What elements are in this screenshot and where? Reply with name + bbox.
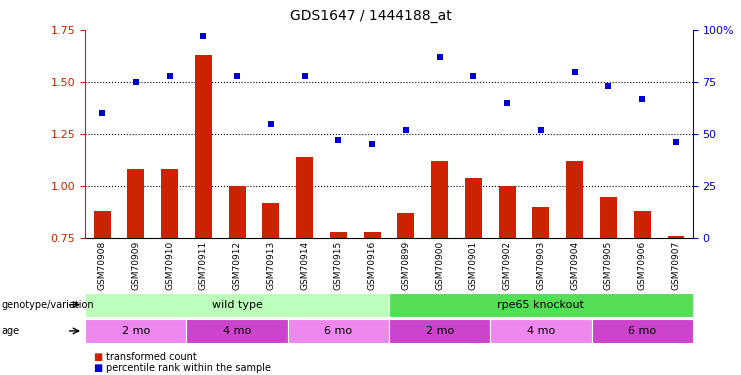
Text: transformed count: transformed count (106, 352, 196, 362)
Bar (668, 236, 685, 238)
Bar (634, 211, 651, 238)
Point (366, 141, 378, 147)
Bar (296, 157, 313, 238)
Bar (465, 178, 482, 238)
Point (333, 137, 345, 143)
Point (468, 73, 479, 79)
Point (637, 96, 648, 102)
Point (670, 140, 682, 146)
Point (569, 69, 581, 75)
Text: ■: ■ (93, 363, 102, 373)
Text: percentile rank within the sample: percentile rank within the sample (106, 363, 271, 373)
Point (535, 127, 547, 133)
Point (96, 110, 108, 116)
Text: 6 mo: 6 mo (628, 326, 657, 336)
Text: 4 mo: 4 mo (527, 326, 555, 336)
Point (265, 121, 277, 127)
Point (602, 83, 614, 89)
Bar (127, 170, 144, 238)
Point (164, 73, 176, 79)
Bar (262, 203, 279, 238)
Text: 2 mo: 2 mo (122, 326, 150, 336)
Bar (330, 232, 347, 238)
Bar (397, 213, 414, 238)
Bar (431, 161, 448, 238)
Text: age: age (1, 326, 19, 336)
Text: GDS1647 / 1444188_at: GDS1647 / 1444188_at (290, 9, 451, 23)
Bar (533, 207, 549, 238)
Bar (195, 55, 212, 238)
Bar (229, 186, 245, 238)
Bar (566, 161, 583, 238)
Point (231, 73, 243, 79)
Bar (364, 232, 381, 238)
Point (299, 73, 310, 79)
Bar (93, 211, 110, 238)
Text: genotype/variation: genotype/variation (1, 300, 94, 310)
Text: 4 mo: 4 mo (223, 326, 251, 336)
Bar (600, 196, 617, 238)
Point (197, 33, 209, 39)
Text: rpe65 knockout: rpe65 knockout (497, 300, 585, 310)
Text: 6 mo: 6 mo (325, 326, 353, 336)
Point (433, 54, 445, 60)
Bar (499, 186, 516, 238)
Text: wild type: wild type (212, 300, 262, 310)
Bar (161, 170, 178, 238)
Point (130, 79, 142, 85)
Text: ■: ■ (93, 352, 102, 362)
Point (400, 127, 412, 133)
Text: 2 mo: 2 mo (425, 326, 453, 336)
Point (501, 100, 513, 106)
